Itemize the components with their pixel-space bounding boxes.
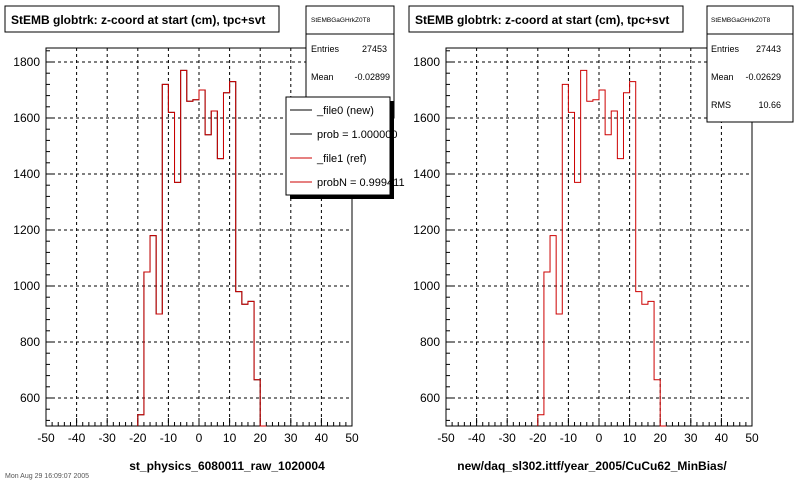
left-x-tick-label: 30	[284, 431, 298, 445]
right-x-tick-label: 10	[623, 431, 637, 445]
legend-label-file1: _file1 (ref)	[316, 153, 367, 165]
right-stats-box: StEMBGaGHrkZ0T8 Entries 27443 Mean -0.02…	[706, 5, 794, 123]
right-x-tick-label: -30	[499, 431, 517, 445]
left-y-tick-label: 1000	[13, 279, 40, 293]
left-x-tick-label: -50	[37, 431, 55, 445]
right-stats-mean-value: -0.02629	[745, 72, 781, 82]
left-stats-mean-value: -0.02899	[354, 72, 390, 82]
legend-label-prob: prob = 1.000000	[317, 129, 397, 141]
left-chart-title: StEMB globtrk: z-coord at start (cm), tp…	[11, 13, 265, 27]
right-series-0-histogram	[537, 69, 667, 427]
left-x-tick-label: -20	[129, 431, 147, 445]
right-x-tick-label: 30	[684, 431, 698, 445]
left-x-tick-label: -40	[68, 431, 86, 445]
right-stats-entries-label: Entries	[711, 44, 740, 54]
right-y-tick-label: 800	[420, 335, 440, 349]
left-x-axis-label: st_physics_6080011_raw_1020004	[129, 459, 325, 473]
left-x-tick-label: -30	[99, 431, 117, 445]
right-x-tick-label: 20	[654, 431, 668, 445]
left-y-tick-label: 1800	[13, 55, 40, 69]
legend: _file0 (new) prob = 1.000000 _file1 (ref…	[285, 96, 405, 199]
left-x-tick-label: 40	[315, 431, 329, 445]
right-y-tick-label: 1400	[413, 167, 440, 181]
right-x-tick-label: -40	[468, 431, 486, 445]
right-y-tick-label: 1000	[413, 279, 440, 293]
right-x-tick-label: 0	[596, 431, 603, 445]
right-x-tick-label: -20	[529, 431, 547, 445]
right-title-box	[408, 5, 684, 33]
right-stats-mean-label: Mean	[711, 72, 734, 82]
legend-label-probN: probN = 0.999411	[317, 177, 405, 189]
right-y-tick-label: 1800	[413, 55, 440, 69]
right-panel: StEMB globtrk: z-coord at start (cm), tp…	[408, 5, 794, 473]
left-x-ticks: -50 -40 -30 -20 -10 0 10 20 30 40 50	[37, 418, 359, 445]
left-stats-name: StEMBGaGHrkZ0T8	[311, 17, 371, 24]
right-stats-entries-value: 27443	[756, 44, 781, 54]
right-stats-rms-label: RMS	[711, 100, 731, 110]
right-x-axis-label: new/daq_sl302.ittf/year_2005/CuCu62_MinB…	[457, 459, 727, 473]
left-y-tick-label: 1600	[13, 111, 40, 125]
right-y-ticks: 600 800 1000 1200 1400 1600 1800	[413, 50, 455, 421]
left-x-tick-label: 50	[345, 431, 359, 445]
left-stats-entries-label: Entries	[311, 44, 340, 54]
left-stats-entries-value: 27453	[362, 44, 387, 54]
right-stats-name: StEMBGaGHrkZ0T8	[711, 17, 771, 24]
right-x-tick-label: 50	[745, 431, 759, 445]
left-title-box	[4, 5, 280, 33]
right-chart-title: StEMB globtrk: z-coord at start (cm), tp…	[415, 13, 669, 27]
right-x-tick-label: -10	[560, 431, 578, 445]
right-y-tick-label: 600	[420, 391, 440, 405]
legend-label-file0: _file0 (new)	[316, 105, 374, 117]
left-series-1-histogram	[137, 69, 267, 427]
left-y-tick-label: 800	[20, 335, 40, 349]
right-x-ticks: -50 -40 -30 -20 -10 0 10 20 30 40 50	[437, 418, 759, 445]
left-x-tick-label: 10	[223, 431, 237, 445]
right-stats-rms-value: 10.66	[758, 100, 781, 110]
right-series-group	[537, 69, 667, 427]
left-y-tick-label: 1400	[13, 167, 40, 181]
left-x-tick-label: 20	[254, 431, 268, 445]
left-series-group	[137, 69, 267, 427]
left-y-tick-label: 600	[20, 391, 40, 405]
right-x-tick-label: -50	[437, 431, 455, 445]
left-x-tick-label: -10	[160, 431, 178, 445]
left-y-tick-label: 1200	[13, 223, 40, 237]
right-y-tick-label: 1200	[413, 223, 440, 237]
footer-timestamp: Mon Aug 29 16:09:07 2005	[5, 473, 89, 480]
left-x-tick-label: 0	[196, 431, 203, 445]
right-y-tick-label: 1600	[413, 111, 440, 125]
left-stats-mean-label: Mean	[311, 72, 334, 82]
right-x-tick-label: 40	[715, 431, 729, 445]
left-y-ticks: 600 800 1000 1200 1400 1600 1800	[13, 50, 55, 421]
left-panel: StEMB globtrk: z-coord at start (cm), tp…	[4, 5, 405, 473]
